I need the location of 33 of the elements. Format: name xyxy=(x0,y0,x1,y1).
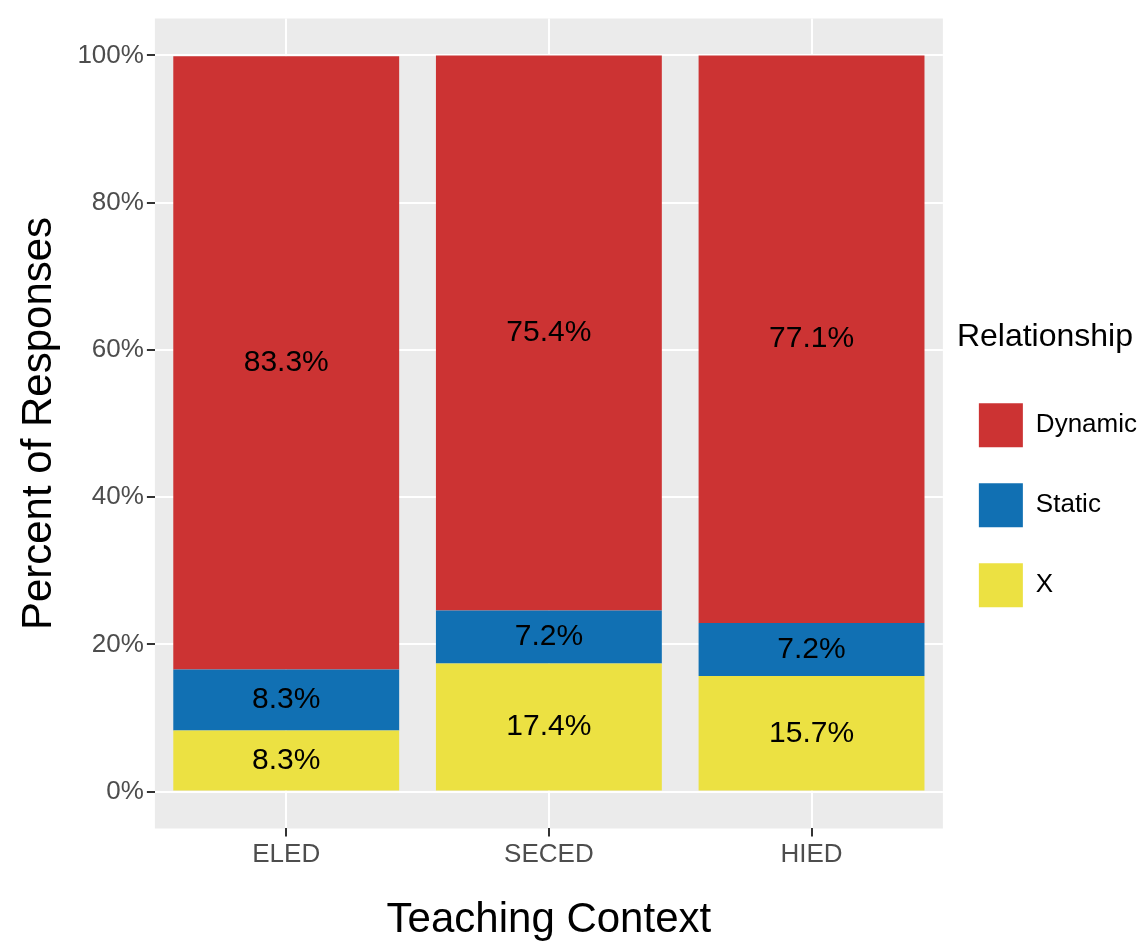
y-tick-label: 40% xyxy=(91,480,144,511)
data-label: 75.4% xyxy=(506,314,592,348)
bar xyxy=(698,623,925,677)
data-label: 15.7% xyxy=(769,714,855,748)
bar xyxy=(698,55,925,624)
bar xyxy=(173,56,400,670)
data-label: 17.4% xyxy=(506,708,592,742)
bar xyxy=(435,610,662,664)
data-label: 77.1% xyxy=(769,320,855,354)
y-tick-label: 100% xyxy=(77,38,144,69)
y-tick-label: 60% xyxy=(91,333,144,364)
data-label: 7.2% xyxy=(514,618,584,652)
bar xyxy=(435,663,662,791)
x-tick-label: SECED xyxy=(504,838,594,869)
y-tick-label: 20% xyxy=(91,627,144,658)
x-tick-label: HIED xyxy=(780,838,843,869)
bar xyxy=(173,669,400,731)
data-label: 8.3% xyxy=(252,681,321,715)
legend-title: Relationship xyxy=(956,316,1133,353)
data-label: 83.3% xyxy=(243,344,329,378)
y-tick-label: 80% xyxy=(91,185,144,216)
data-label: 8.3% xyxy=(252,741,321,775)
bar xyxy=(173,730,400,791)
legend-label: X xyxy=(1035,568,1054,599)
y-axis-title: Percent of Responses xyxy=(12,216,60,631)
legend-label: Dynamic xyxy=(1035,408,1138,439)
data-label: 7.2% xyxy=(777,630,846,664)
x-axis-title: Teaching Context xyxy=(386,894,712,942)
bar xyxy=(698,676,925,791)
y-tick-label: 0% xyxy=(106,774,144,805)
bar xyxy=(435,55,662,611)
x-tick-label: ELED xyxy=(252,838,321,869)
legend-label: Static xyxy=(1035,488,1101,519)
